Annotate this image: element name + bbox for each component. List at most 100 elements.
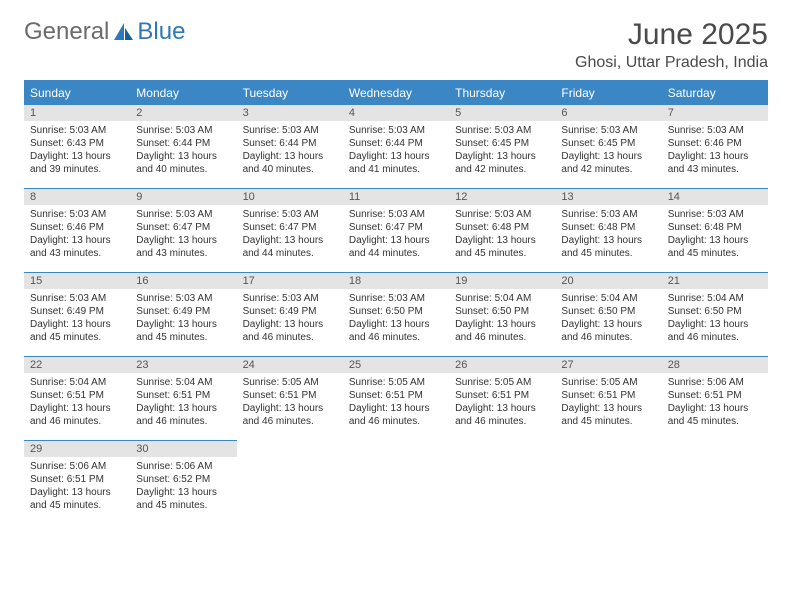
day-body: Sunrise: 5:03 AMSunset: 6:47 PMDaylight:…	[130, 205, 236, 266]
sunset-line: Sunset: 6:46 PM	[30, 221, 124, 234]
daylight-line: Daylight: 13 hours and 44 minutes.	[349, 234, 443, 260]
day-number: 5	[449, 105, 555, 121]
calendar-row: 15Sunrise: 5:03 AMSunset: 6:49 PMDayligh…	[24, 273, 768, 357]
sunrise-line: Sunrise: 5:03 AM	[455, 208, 549, 221]
daylight-line: Daylight: 13 hours and 43 minutes.	[136, 234, 230, 260]
daylight-line: Daylight: 13 hours and 46 minutes.	[455, 402, 549, 428]
daylight-line: Daylight: 13 hours and 45 minutes.	[136, 486, 230, 512]
day-body: Sunrise: 5:03 AMSunset: 6:44 PMDaylight:…	[237, 121, 343, 182]
title-block: June 2025 Ghosi, Uttar Pradesh, India	[575, 18, 768, 72]
calendar-cell: 19Sunrise: 5:04 AMSunset: 6:50 PMDayligh…	[449, 273, 555, 357]
sunrise-line: Sunrise: 5:03 AM	[243, 292, 337, 305]
sunrise-line: Sunrise: 5:03 AM	[30, 292, 124, 305]
calendar-cell	[237, 441, 343, 525]
day-number: 10	[237, 189, 343, 205]
calendar-cell: 1Sunrise: 5:03 AMSunset: 6:43 PMDaylight…	[24, 105, 130, 189]
day-body: Sunrise: 5:03 AMSunset: 6:48 PMDaylight:…	[555, 205, 661, 266]
day-number: 29	[24, 441, 130, 457]
calendar-row: 22Sunrise: 5:04 AMSunset: 6:51 PMDayligh…	[24, 357, 768, 441]
sunrise-line: Sunrise: 5:05 AM	[349, 376, 443, 389]
daylight-line: Daylight: 13 hours and 41 minutes.	[349, 150, 443, 176]
sunset-line: Sunset: 6:50 PM	[455, 305, 549, 318]
sunrise-line: Sunrise: 5:04 AM	[561, 292, 655, 305]
day-body: Sunrise: 5:04 AMSunset: 6:50 PMDaylight:…	[662, 289, 768, 350]
calendar-row: 29Sunrise: 5:06 AMSunset: 6:51 PMDayligh…	[24, 441, 768, 525]
sunset-line: Sunset: 6:45 PM	[561, 137, 655, 150]
sunset-line: Sunset: 6:45 PM	[455, 137, 549, 150]
day-number: 26	[449, 357, 555, 373]
day-body: Sunrise: 5:05 AMSunset: 6:51 PMDaylight:…	[449, 373, 555, 434]
day-number: 1	[24, 105, 130, 121]
calendar-row: 1 Sunrise: 5:03 AM Sunset: 6:43 PM Daylight…	[24, 105, 768, 189]
day-header: Thursday	[449, 81, 555, 105]
sunset-line: Sunset: 6:51 PM	[668, 389, 762, 402]
sunrise-line: Sunrise: 5:03 AM	[561, 208, 655, 221]
sunset-line: Sunset: 6:44 PM	[243, 137, 337, 150]
day-number: 30	[130, 441, 236, 457]
sunset-line: Sunset: 6:43 PM	[30, 137, 124, 150]
sunset-line: Sunset: 6:51 PM	[349, 389, 443, 402]
calendar-cell: 21Sunrise: 5:04 AMSunset: 6:50 PMDayligh…	[662, 273, 768, 357]
calendar-cell: 8Sunrise: 5:03 AMSunset: 6:46 PMDaylight…	[24, 189, 130, 273]
daylight-line: Daylight: 13 hours and 46 minutes.	[136, 402, 230, 428]
sunset-line: Sunset: 6:47 PM	[136, 221, 230, 234]
day-number: 27	[555, 357, 661, 373]
day-body: Sunrise: 5:04 AMSunset: 6:50 PMDaylight:…	[449, 289, 555, 350]
day-body: Sunrise: 5:03 AMSunset: 6:47 PMDaylight:…	[237, 205, 343, 266]
day-number: 2	[130, 105, 236, 121]
daylight-line: Daylight: 13 hours and 46 minutes.	[561, 318, 655, 344]
day-body: Sunrise: 5:05 AMSunset: 6:51 PMDaylight:…	[343, 373, 449, 434]
sunset-line: Sunset: 6:44 PM	[349, 137, 443, 150]
calendar-cell: 28Sunrise: 5:06 AMSunset: 6:51 PMDayligh…	[662, 357, 768, 441]
daylight-line: Daylight: 13 hours and 45 minutes.	[668, 402, 762, 428]
sunset-line: Sunset: 6:47 PM	[349, 221, 443, 234]
calendar-cell	[662, 441, 768, 525]
day-body: Sunrise: 5:06 AMSunset: 6:52 PMDaylight:…	[130, 457, 236, 518]
daylight-line: Daylight: 13 hours and 46 minutes.	[30, 402, 124, 428]
sunrise-line: Sunrise: 5:03 AM	[561, 124, 655, 137]
daylight-line: Daylight: 13 hours and 43 minutes.	[668, 150, 762, 176]
calendar-cell: 5Sunrise: 5:03 AMSunset: 6:45 PMDaylight…	[449, 105, 555, 189]
day-body: Sunrise: 5:03 AMSunset: 6:48 PMDaylight:…	[662, 205, 768, 266]
daylight-line: Daylight: 13 hours and 45 minutes.	[561, 402, 655, 428]
month-title: June 2025	[575, 18, 768, 52]
sunrise-line: Sunrise: 5:03 AM	[30, 208, 124, 221]
sunset-line: Sunset: 6:48 PM	[455, 221, 549, 234]
calendar-cell: 3Sunrise: 5:03 AMSunset: 6:44 PMDaylight…	[237, 105, 343, 189]
daylight-line: Daylight: 13 hours and 46 minutes.	[349, 402, 443, 428]
daylight-line: Daylight: 13 hours and 45 minutes.	[30, 486, 124, 512]
daylight-line: Daylight: 13 hours and 46 minutes.	[455, 318, 549, 344]
sunrise-line: Sunrise: 5:04 AM	[455, 292, 549, 305]
sunrise-line: Sunrise: 5:03 AM	[136, 124, 230, 137]
day-number: 9	[130, 189, 236, 205]
day-number: 17	[237, 273, 343, 289]
day-body: Sunrise: 5:06 AMSunset: 6:51 PMDaylight:…	[24, 457, 130, 518]
day-body: Sunrise: 5:03 AMSunset: 6:44 PMDaylight:…	[343, 121, 449, 182]
sunset-line: Sunset: 6:51 PM	[30, 473, 124, 486]
sunrise-line: Sunrise: 5:03 AM	[455, 124, 549, 137]
day-number: 14	[662, 189, 768, 205]
day-body: Sunrise: 5:03 AMSunset: 6:50 PMDaylight:…	[343, 289, 449, 350]
day-number: 20	[555, 273, 661, 289]
sunset-line: Sunset: 6:49 PM	[136, 305, 230, 318]
calendar-cell: 29Sunrise: 5:06 AMSunset: 6:51 PMDayligh…	[24, 441, 130, 525]
calendar-cell: 12Sunrise: 5:03 AMSunset: 6:48 PMDayligh…	[449, 189, 555, 273]
calendar-cell: 6Sunrise: 5:03 AMSunset: 6:45 PMDaylight…	[555, 105, 661, 189]
logo-sail-icon	[113, 22, 135, 42]
sunset-line: Sunset: 6:47 PM	[243, 221, 337, 234]
calendar-cell: 9Sunrise: 5:03 AMSunset: 6:47 PMDaylight…	[130, 189, 236, 273]
day-header: Wednesday	[343, 81, 449, 105]
day-body: Sunrise: 5:03 AMSunset: 6:48 PMDaylight:…	[449, 205, 555, 266]
calendar-cell	[555, 441, 661, 525]
day-number: 18	[343, 273, 449, 289]
calendar-cell: 16Sunrise: 5:03 AMSunset: 6:49 PMDayligh…	[130, 273, 236, 357]
day-body: Sunrise: 5:05 AMSunset: 6:51 PMDaylight:…	[555, 373, 661, 434]
sunrise-line: Sunrise: 5:04 AM	[30, 376, 124, 389]
day-number: 25	[343, 357, 449, 373]
calendar-cell: 24Sunrise: 5:05 AMSunset: 6:51 PMDayligh…	[237, 357, 343, 441]
day-number: 28	[662, 357, 768, 373]
sunrise-line: Sunrise: 5:03 AM	[668, 124, 762, 137]
sunrise-line: Sunrise: 5:06 AM	[136, 460, 230, 473]
calendar-cell: 18Sunrise: 5:03 AMSunset: 6:50 PMDayligh…	[343, 273, 449, 357]
calendar-cell: 30Sunrise: 5:06 AMSunset: 6:52 PMDayligh…	[130, 441, 236, 525]
